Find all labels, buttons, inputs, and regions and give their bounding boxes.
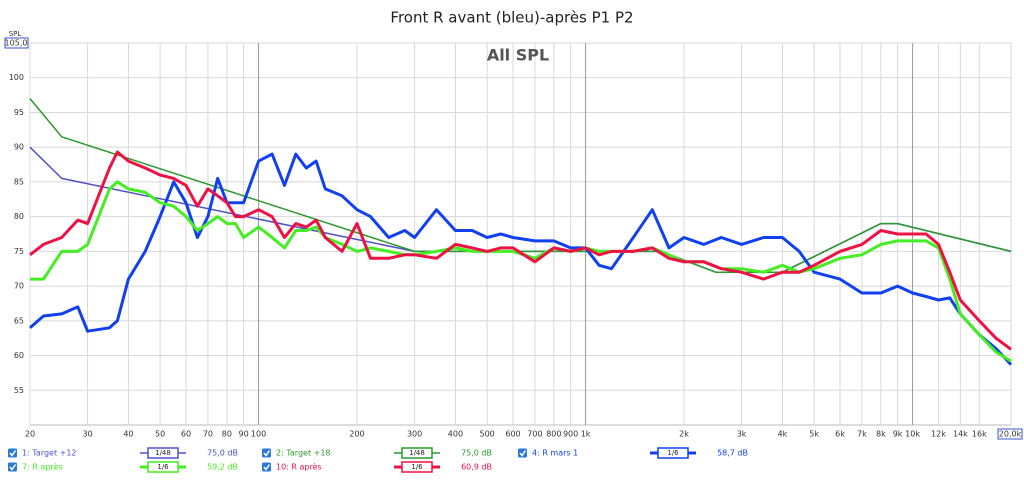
x-tick-label: 40 [123,430,133,439]
legend-checkbox[interactable] [262,462,271,472]
legend-checkbox[interactable] [8,462,17,472]
smoothing-box[interactable] [147,447,179,459]
legend-label[interactable]: 10: R après [276,462,322,472]
x-tick-label: 9k [893,430,903,439]
x-tick-label: 500 [479,430,494,439]
legend-readout: 60,9 dB [461,463,492,472]
x-tick-label: 2k [679,430,689,439]
annotation: All SPL [487,46,549,65]
legend-check [9,450,17,457]
smoothing-label: 1/6 [411,463,423,471]
legend-label[interactable]: 1: Target +12 [22,449,77,458]
y-tick-label: 55 [14,386,24,395]
smoothing-box[interactable] [401,461,433,473]
series-line [29,150,1012,351]
x-tick-label: 80 [222,430,232,439]
x-tick-label: 100 [251,430,266,439]
series-line [29,98,1012,273]
axis-limit-box [997,428,1023,440]
smoothing-box[interactable] [657,447,689,459]
y-tick-label: 100 [9,73,24,82]
series-line [30,180,1012,363]
y-tick-label: 105,0 [5,39,28,48]
legend-label[interactable]: 7: R après [22,462,63,472]
x-tick-label: 200 [349,430,364,439]
y-axis-label: SPL [9,30,22,38]
legend: 1: Target +12 1/48 75,0 dB 2: Target +18 1/4… [8,447,748,473]
x-tick-label: 14k [953,430,968,439]
x-tick-label: 60 [181,430,191,439]
legend-readout: 75,0 dB [461,449,492,458]
smoothing-box[interactable] [147,461,179,473]
y-tick-label: 85 [14,177,24,186]
y-tick-label: 75 [14,247,24,256]
curves [29,98,1013,366]
smoothing-box[interactable] [401,447,433,459]
x-tick-label: 400 [448,430,463,439]
series-line [29,152,1013,366]
x-tick-label: 700 [527,430,542,439]
smoothing-label: 1/48 [155,449,171,457]
grid: 55 60 65 70 75 80 85 90 95 100 105,0 20 30 40 50 60 70 80… [4,37,1023,440]
legend-check [9,464,17,471]
smoothing-label: 1/6 [667,449,679,457]
x-tick-label: 5k [809,430,819,439]
x-tick-label: 1k [581,430,591,439]
y-tick-label: 90 [14,143,24,152]
x-tick-label: 30 [82,430,92,439]
legend-checkbox[interactable] [262,448,271,458]
x-tick-label: 90 [239,430,249,439]
legend-checkbox[interactable] [8,448,17,458]
x-tick-label: 8k [876,430,886,439]
x-tick-label: 300 [407,430,422,439]
legend-check [263,464,271,471]
x-tick-label: 800 [546,430,561,439]
legend-check [263,450,271,457]
legend-check [519,450,527,457]
x-tick-label: 20 [25,430,35,439]
x-tick-label: 4k [778,430,788,439]
legend-readout: 59,2 dB [207,463,238,472]
y-tick-label: 60 [14,351,24,360]
smoothing-label: 1/48 [409,449,425,457]
smoothing-label: 1/6 [157,463,169,471]
legend-label[interactable]: 4: R mars 1 [532,449,578,458]
y-tick-label: 70 [14,282,24,291]
axis-limit-box [4,37,29,49]
legend-readout: 75,0 dB [207,449,238,458]
x-tick-label: 3k [737,430,747,439]
x-tick-label: 16k [972,430,987,439]
y-tick-label: 80 [14,212,24,221]
x-tick-label: 10k [905,430,920,439]
y-tick-label: 65 [14,316,24,325]
x-tick-label: 50 [155,430,165,439]
x-tick-label: 12k [931,430,946,439]
legend-label[interactable]: 2: Target +18 [276,449,331,458]
x-tick-label: 900 [563,430,578,439]
x-tick-label: 70 [203,430,213,439]
chart-title: Front R avant (bleu)-après P1 P2 [390,9,633,27]
x-tick-label: 600 [505,430,520,439]
x-tick-label: 20,0k [999,430,1022,439]
legend-readout: 58,7 dB [717,449,748,458]
legend-checkbox[interactable] [518,448,527,458]
plot-area [29,42,1012,426]
x-tick-label: 7k [857,430,867,439]
y-tick-label: 95 [14,108,24,117]
x-tick-label: 6k [835,430,845,439]
